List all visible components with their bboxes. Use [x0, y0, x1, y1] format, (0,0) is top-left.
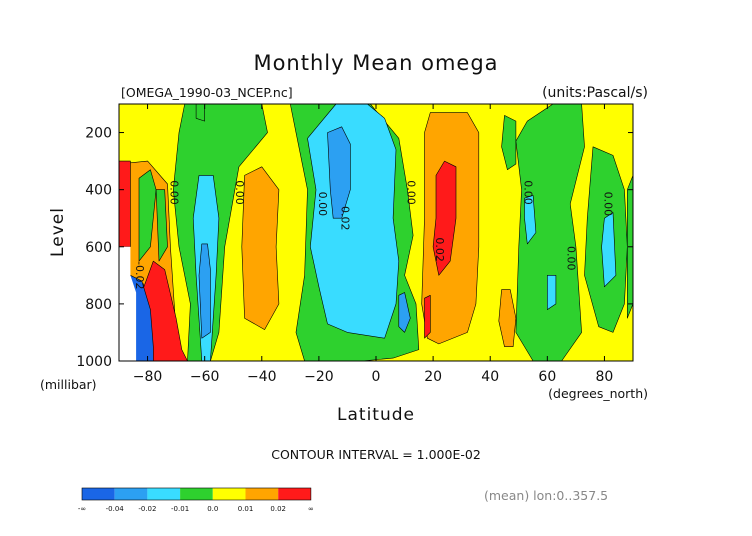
contour-label: 0.00 — [316, 192, 329, 217]
colorbar-swatch — [278, 488, 311, 500]
x-tick-label: 60 — [538, 369, 556, 385]
contour-region — [432, 160, 457, 276]
contour-label: 0.00 — [404, 180, 417, 205]
colorbar-swatch — [147, 488, 181, 500]
contour-region — [327, 126, 351, 219]
colorbar-swatch — [212, 488, 246, 500]
contour-region — [424, 294, 431, 339]
contour-region — [601, 212, 617, 288]
x-tick-label: 40 — [481, 369, 499, 385]
contour-label: 0.02 — [433, 237, 446, 262]
colorbar-label: -0.01 — [171, 505, 189, 513]
x-axis: −80 −60 −40 −20 0 20 40 60 80 — [133, 104, 614, 385]
contour-region — [546, 274, 557, 310]
contour-region — [501, 115, 517, 170]
x-tick-label: 0 — [372, 369, 381, 385]
contour-region — [155, 189, 168, 262]
contour-region — [118, 160, 131, 248]
contour-label: 0.02 — [339, 206, 352, 231]
x-tick-label: −80 — [133, 369, 163, 385]
y-axis-units: (millibar) — [40, 377, 97, 392]
contour-region — [515, 103, 585, 362]
contour-region — [241, 166, 280, 330]
plot-area — [118, 103, 634, 362]
contour-label: -0.02 — [133, 261, 146, 289]
x-tick-label: −60 — [190, 369, 220, 385]
colorbar-swatch — [245, 488, 279, 500]
y-tick-label: 400 — [85, 183, 112, 199]
colorbar-label: 0.0 — [207, 505, 218, 513]
contour-label: 0.00 — [564, 246, 577, 271]
contour-label: 0.00 — [233, 180, 246, 205]
contour-label: 0.00 — [601, 192, 614, 217]
colorbar-label: 0.02 — [270, 505, 286, 513]
colorbar-label: 0.01 — [238, 505, 254, 513]
colorbar-label: -0.04 — [106, 505, 125, 513]
colorbar-swatch — [82, 488, 115, 500]
contour-label: 0.00 — [167, 180, 180, 205]
y-axis-label: Level — [48, 207, 68, 257]
contour-label: 0.00 — [522, 180, 535, 205]
x-tick-label: −20 — [304, 369, 334, 385]
contour-region — [498, 289, 517, 348]
contour-region — [138, 169, 157, 262]
colorbar-label: -∞ — [78, 505, 86, 513]
contour-region — [524, 195, 537, 245]
colorbar: -∞ -0.04 -0.02 -0.01 0.0 0.01 0.02 ∞ — [78, 487, 314, 513]
file-label: [OMEGA_1990-03_NCEP.nc] — [121, 85, 293, 100]
y-tick-label: 800 — [85, 297, 112, 313]
colorbar-label: -0.02 — [138, 505, 156, 513]
missing-data-region — [119, 246, 137, 361]
footer-note: (mean) lon:0..357.5 — [484, 488, 608, 503]
x-axis-units: (degrees_north) — [548, 386, 648, 401]
contour-interval-text: CONTOUR INTERVAL = 1.000E-02 — [271, 447, 481, 462]
colorbar-swatch — [180, 488, 213, 500]
chart-title: Monthly Mean omega — [253, 51, 498, 75]
x-tick-label: 80 — [596, 369, 614, 385]
y-tick-label: 600 — [85, 240, 112, 256]
x-axis-label: Latitude — [337, 405, 415, 425]
colorbar-label: ∞ — [308, 505, 314, 513]
units-label: (units:Pascal/s) — [542, 85, 648, 101]
colorbar-swatch — [114, 488, 148, 500]
y-tick-label: 1000 — [76, 354, 112, 370]
contour-region — [195, 103, 205, 122]
contour-labels: 0.00 0.00 0.00 0.02 0.00 0.02 0.00 0.00 0.00 -0.0… — [133, 180, 614, 289]
x-tick-label: −40 — [247, 369, 277, 385]
y-axis: 200 400 600 800 1000 — [76, 126, 633, 370]
x-tick-label: 20 — [424, 369, 442, 385]
contour-region — [198, 243, 211, 339]
y-tick-label: 200 — [85, 126, 112, 142]
colorbar-frame — [81, 487, 312, 501]
contour-region — [398, 292, 411, 333]
